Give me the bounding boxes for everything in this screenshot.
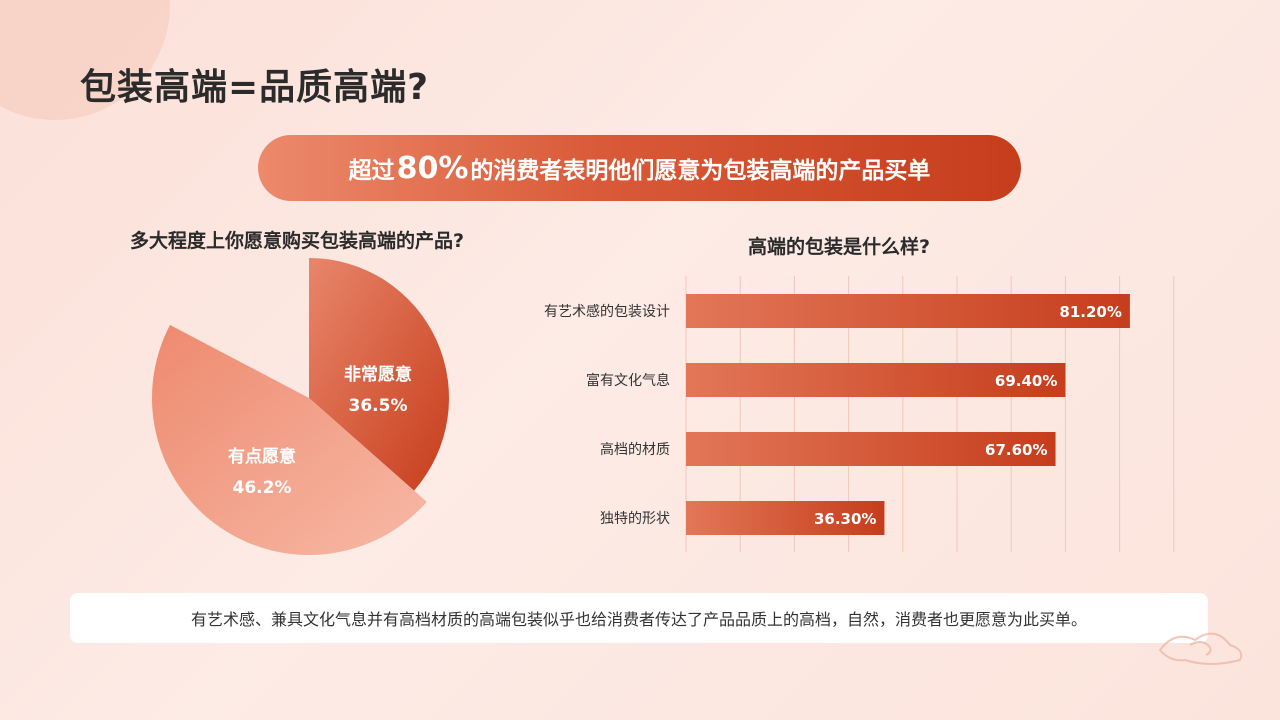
banner-text-pre: 超过 [348, 158, 395, 184]
summary-note: 有艺术感、兼具文化气息并有高档材质的高端包装似乎也给消费者传达了产品品质上的高档… [70, 593, 1208, 643]
bar [686, 432, 1056, 466]
bar-value-label: 67.60% [985, 441, 1047, 459]
headline-banner: 超过 80% 的消费者表明他们愿意为包装高端的产品买单 [258, 135, 1021, 201]
pie-slice-label: 有点愿意 46.2% [202, 442, 322, 504]
pie-slice [309, 258, 449, 491]
bar [686, 363, 1066, 397]
page-title: 包装高端=品质高端? [80, 67, 430, 108]
bar [686, 294, 1130, 328]
pie-slice-name: 非常愿意 [344, 365, 412, 385]
pie-slice [151, 324, 427, 555]
bar-value-label: 36.30% [814, 510, 876, 528]
pie-chart-title: 多大程度上你愿意购买包装高端的产品? [130, 230, 465, 252]
summary-text: 有艺术感、兼具文化气息并有高档材质的高端包装似乎也给消费者传达了产品品质上的高档… [190, 610, 1087, 629]
bar-chart-title: 高端的包装是什么样? [748, 236, 931, 258]
bar [686, 501, 885, 535]
bar-value-label: 69.40% [995, 372, 1057, 390]
pie-slice-value: 46.2% [232, 478, 292, 498]
pie-slice-label: 非常愿意 36.5% [318, 360, 438, 422]
banner-text-post: 的消费者表明他们愿意为包装高端的产品买单 [470, 158, 931, 184]
category-label: 独特的形状 [600, 511, 670, 527]
bar-value-label: 81.20% [1059, 303, 1121, 321]
category-label: 富有文化气息 [586, 372, 670, 389]
pie-slice-value: 36.5% [348, 396, 408, 416]
pie-slice-name: 有点愿意 [228, 447, 296, 467]
category-label: 有艺术感的包装设计 [544, 303, 670, 320]
banner-highlight: 80% [396, 150, 469, 186]
category-label: 高档的材质 [600, 441, 670, 458]
